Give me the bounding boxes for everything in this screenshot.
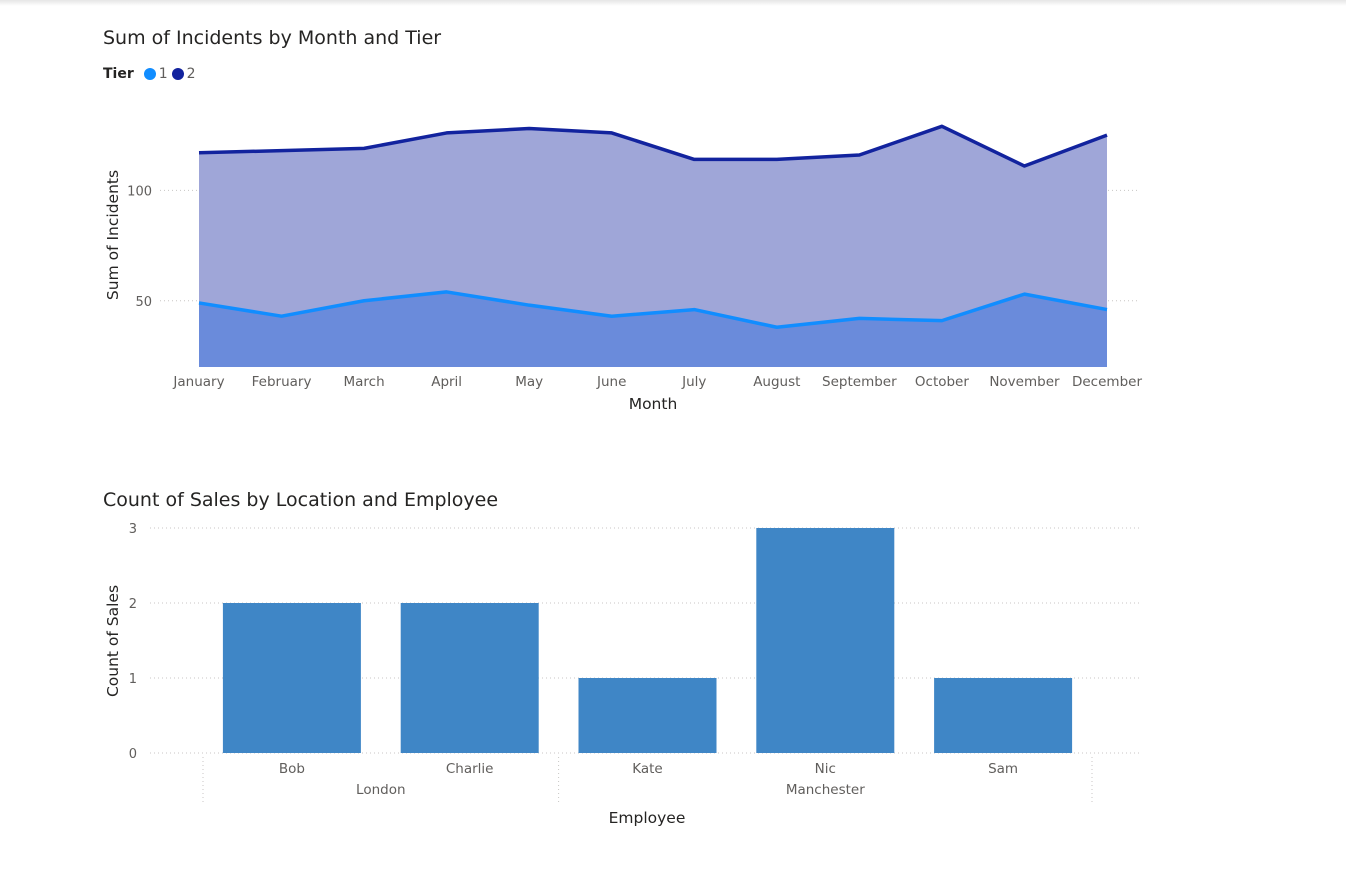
x-tick-label: November (989, 374, 1060, 390)
chart-title-incidents: Sum of Incidents by Month and Tier (103, 27, 442, 49)
x-tick-label: September (822, 374, 897, 390)
legend-tier: Tier 1 2 (103, 65, 200, 83)
legend-dot-icon (171, 68, 184, 80)
x-tick-label: June (596, 374, 626, 390)
x-tick-label: Kate (632, 761, 663, 777)
y-tick-label: 3 (129, 522, 137, 537)
x-tick-label: August (753, 374, 800, 390)
x-tick-label: October (915, 374, 969, 390)
x-tick-label: Bob (279, 761, 305, 777)
top-shadow (0, 0, 1346, 6)
legend-label: 1 (158, 66, 168, 82)
legend-dot-icon (143, 68, 156, 80)
y-tick-label: 100 (127, 184, 152, 199)
bar-kate (578, 678, 717, 753)
legend-title: Tier (103, 66, 134, 82)
x-tick-label: April (431, 374, 462, 390)
series-line-tier-2 (198, 124, 1108, 168)
bar-bob (222, 603, 361, 753)
bar-charlie (400, 603, 539, 753)
y-tick-label: 50 (135, 295, 152, 310)
x-tick-label: Sam (988, 761, 1018, 777)
x-axis-title: Month (629, 395, 678, 413)
legend-item-tier-1[interactable]: 1 (143, 66, 168, 82)
bar-nic (756, 528, 895, 753)
x-tick-label: Charlie (446, 761, 494, 777)
y-tick-label: 0 (129, 747, 137, 762)
y-axis-title: Count of Sales (104, 585, 122, 697)
x-tick-label: January (172, 374, 224, 390)
x-tick-label: July (681, 374, 706, 390)
y-tick-label: 1 (129, 672, 137, 687)
x-tick-label: May (515, 374, 543, 390)
chart-title-sales: Count of Sales by Location and Employee (103, 489, 499, 511)
x-group-label: Manchester (786, 782, 865, 798)
area-tier-1 (199, 291, 1107, 367)
x-group-label: London (356, 782, 406, 798)
x-tick-label: February (252, 374, 312, 390)
x-tick-label: Nic (815, 761, 836, 777)
area-chart-incidents: 50 100 January February March April May June Jul… (104, 124, 1142, 413)
x-axis-title: Employee (609, 809, 686, 827)
y-axis-title: Sum of Incidents (104, 170, 122, 300)
y-tick-label: 2 (129, 597, 137, 612)
series-line-tier-1 (198, 290, 1108, 329)
x-tick-label: March (344, 374, 385, 390)
x-tick-label: December (1072, 374, 1142, 390)
bar-sam (934, 678, 1073, 753)
legend-label: 2 (186, 66, 196, 82)
legend-item-tier-2[interactable]: 2 (171, 66, 196, 82)
